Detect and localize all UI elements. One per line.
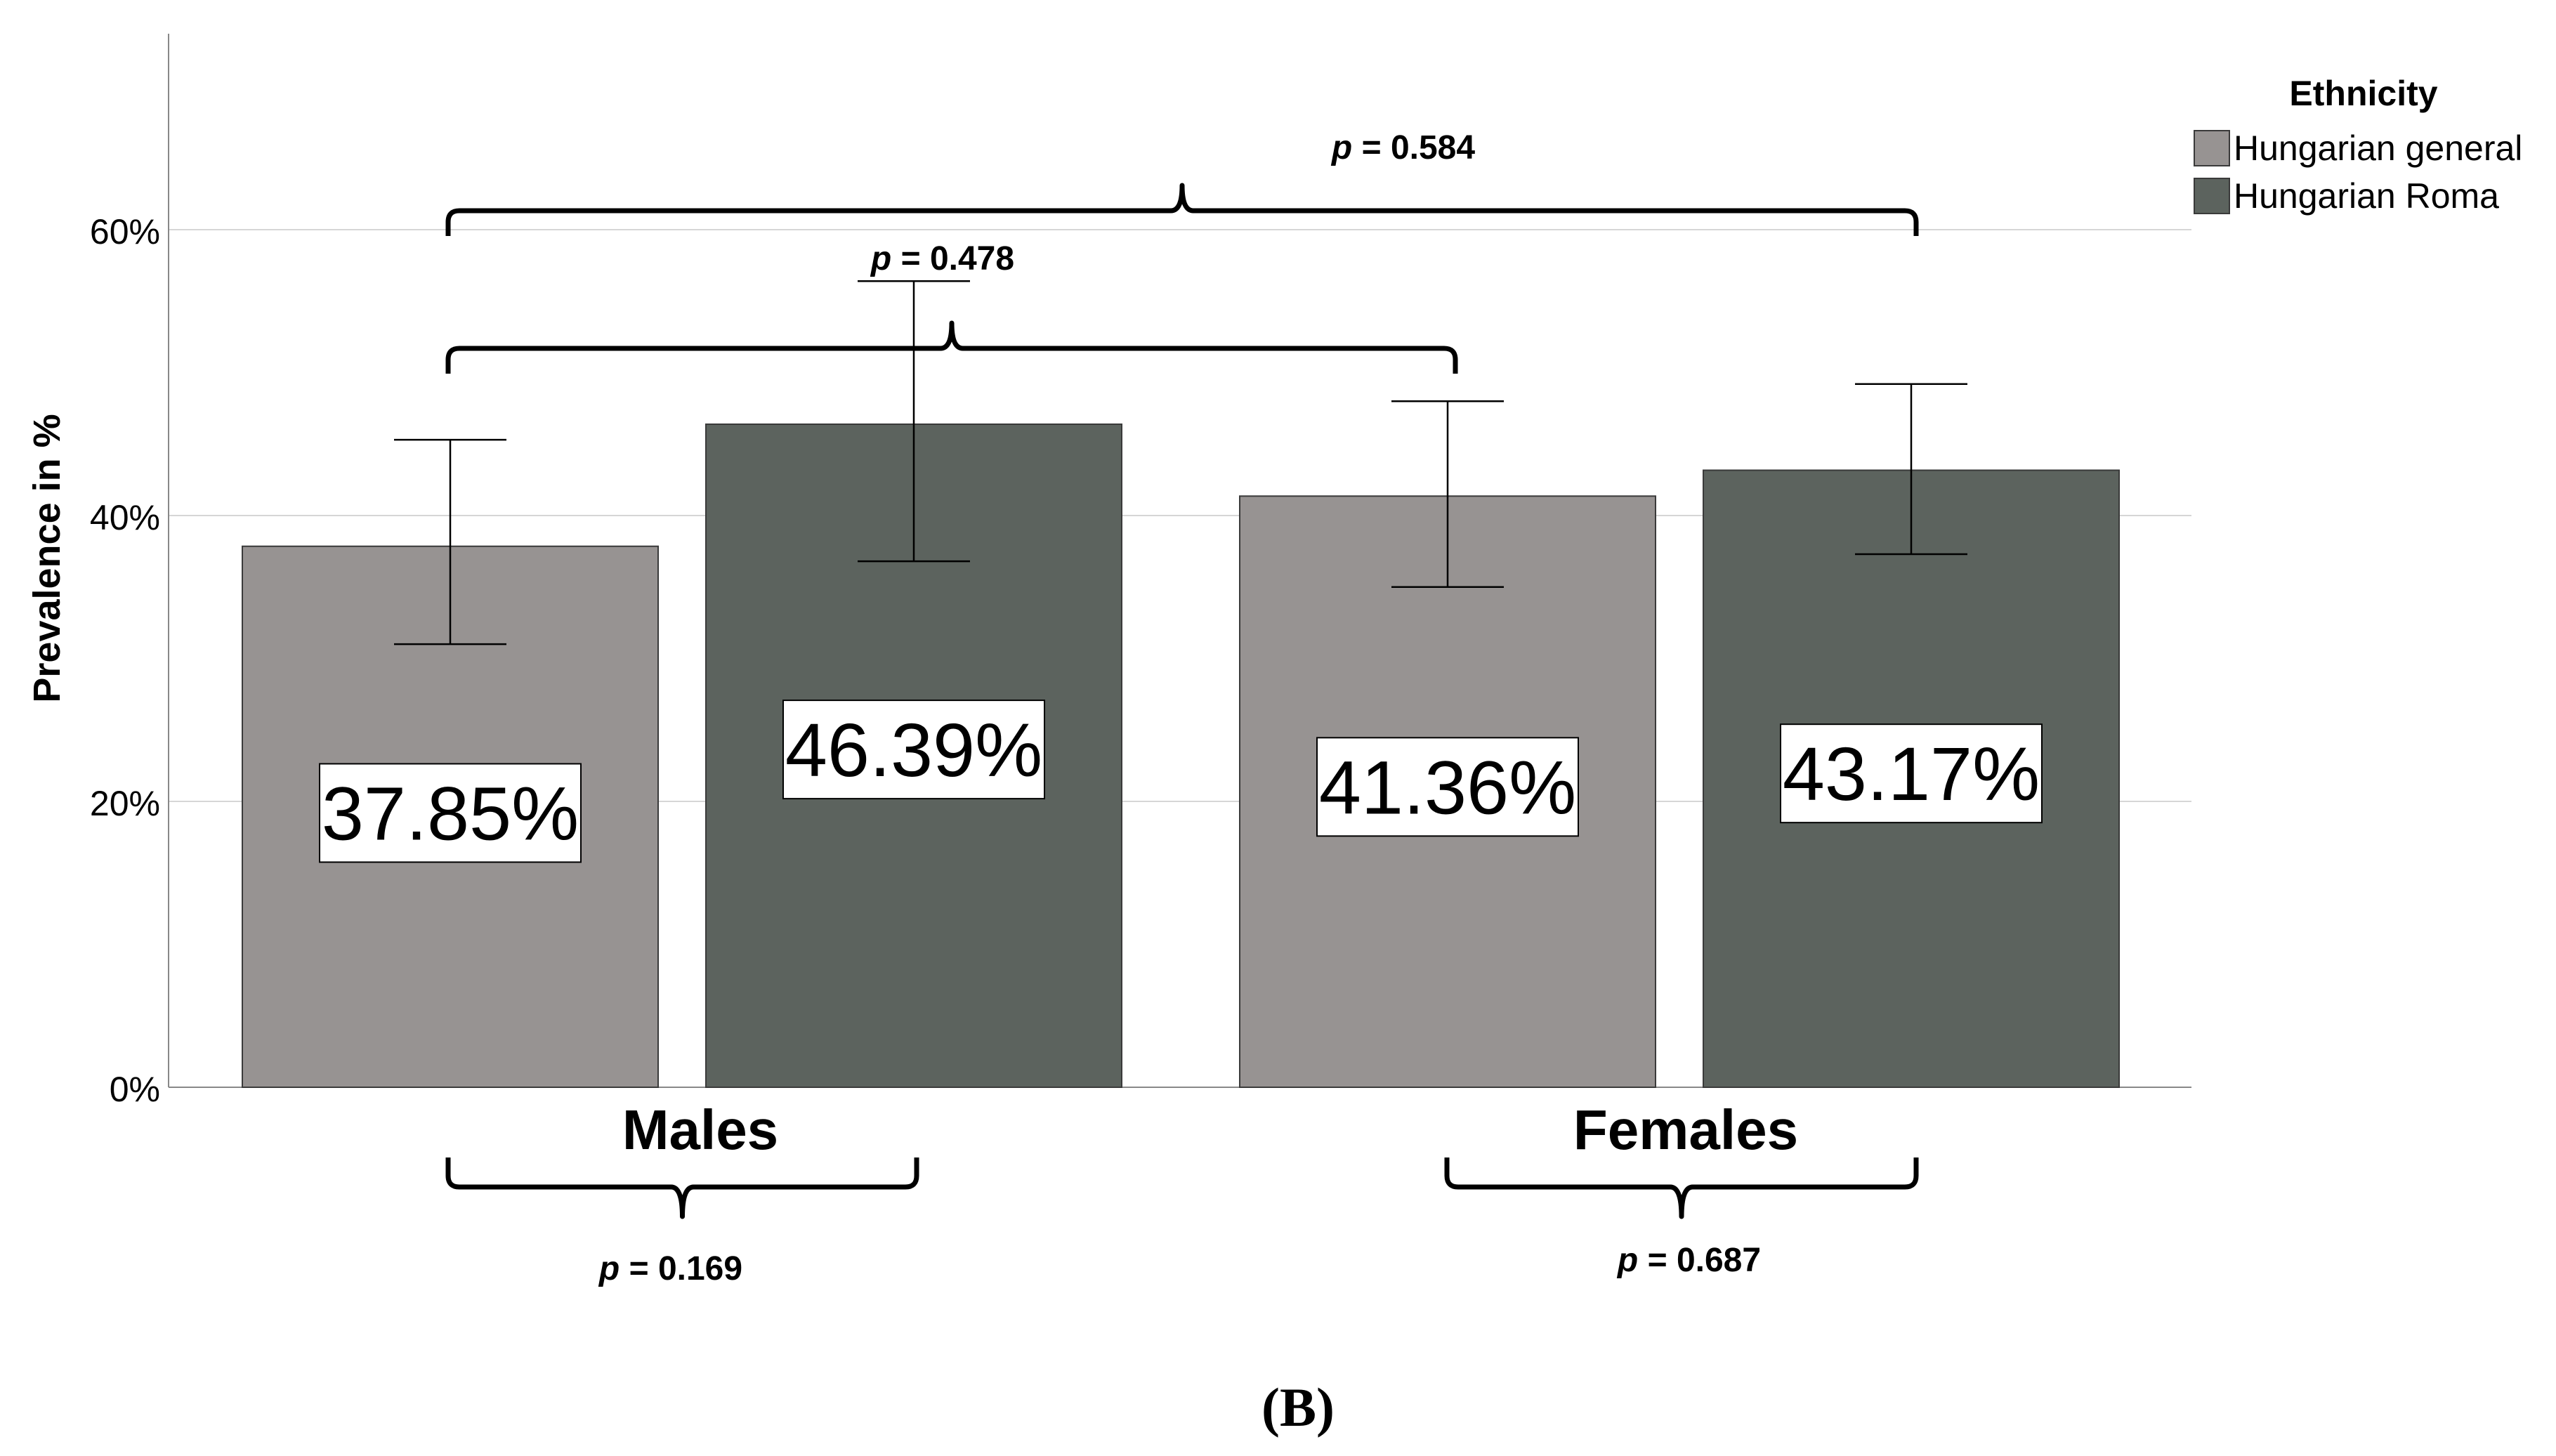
y-tick-label: 20% (90, 784, 160, 823)
y-tick-label: 0% (110, 1070, 160, 1109)
value-labels: 37.85% 41.36% 46.39% 43.17% (319, 700, 2043, 863)
value-label: 46.39% (785, 707, 1042, 792)
category-label-females: Females (1573, 1098, 1798, 1161)
category-labels: Males Females (622, 1098, 1798, 1161)
panel-label: (B) (1261, 1377, 1335, 1438)
legend: Ethnicity Hungarian general Hungarian Roma (2194, 74, 2522, 216)
y-tick-label: 60% (90, 212, 160, 251)
brace-general (445, 320, 1458, 374)
value-label: 41.36% (1319, 745, 1576, 829)
legend-swatch (2194, 178, 2230, 214)
y-tick-labels: 0% 20% 40% 60% (90, 212, 160, 1109)
legend-title: Ethnicity (2289, 74, 2437, 113)
brace-females (1444, 1157, 1919, 1219)
legend-entry: Hungarian general (2234, 129, 2522, 168)
value-label-box (1780, 723, 2043, 824)
brace-roma (445, 183, 1919, 236)
category-label-males: Males (622, 1098, 778, 1161)
legend-swatch (2194, 130, 2230, 166)
p-value-roma: p = 0.584 (1330, 129, 1475, 166)
value-label: 43.17% (1783, 731, 2040, 816)
y-axis-label: Prevalence in % (26, 414, 68, 702)
significance-braces: p = 0.584 p = 0.478 p = 0.169 p = 0.687 (445, 129, 1919, 1287)
error-bars (394, 280, 1967, 645)
y-tick-label: 40% (90, 498, 160, 537)
bars (242, 423, 2120, 1088)
p-value-general: p = 0.478 (870, 240, 1014, 277)
value-label-box (319, 763, 582, 863)
brace-males (445, 1157, 919, 1219)
value-label: 37.85% (322, 770, 579, 855)
value-label-box (1316, 737, 1579, 837)
value-label-box (782, 700, 1045, 800)
p-value-females: p = 0.687 (1616, 1242, 1761, 1279)
legend-entry: Hungarian Roma (2234, 176, 2499, 216)
p-value-males: p = 0.169 (598, 1250, 742, 1287)
